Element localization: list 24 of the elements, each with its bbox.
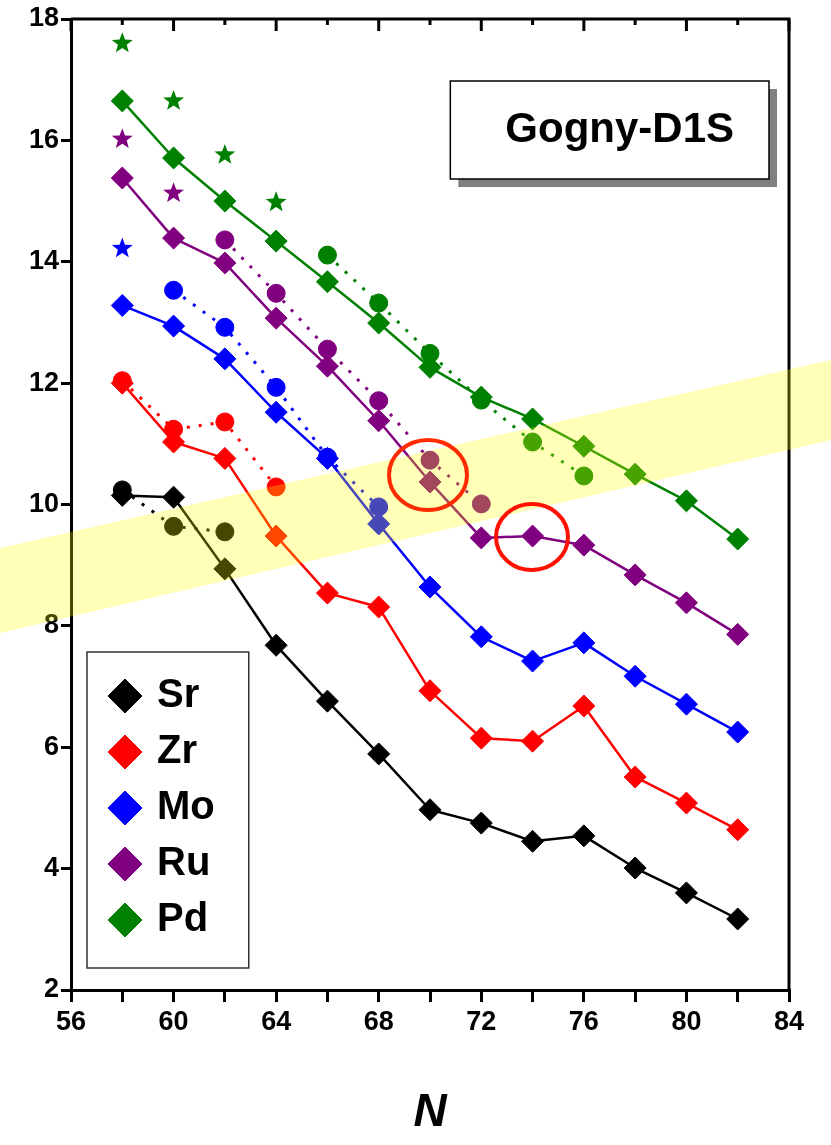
text: Gogny-D1S bbox=[505, 103, 734, 151]
y-tick-label: 2 bbox=[43, 973, 59, 1004]
legend-label: Ru bbox=[157, 839, 211, 884]
y-tick-label: 8 bbox=[43, 609, 59, 640]
x-tick-label: 60 bbox=[158, 1005, 189, 1036]
x-tick-label: 56 bbox=[55, 1005, 87, 1036]
y-tick-label: 12 bbox=[28, 366, 59, 397]
x-tick-label: 76 bbox=[568, 1005, 599, 1036]
x-tick-label: 80 bbox=[671, 1005, 702, 1036]
y-tick-label: 18 bbox=[28, 2, 59, 33]
x-axis-title: N bbox=[413, 1084, 448, 1137]
legend-label: Pd bbox=[157, 895, 209, 940]
legend-label: Sr bbox=[157, 671, 200, 716]
y-tick-label: 10 bbox=[28, 487, 59, 518]
legend-label: Zr bbox=[157, 727, 197, 772]
x-tick-label: 72 bbox=[466, 1005, 497, 1036]
x-tick-label: 64 bbox=[261, 1005, 292, 1036]
y-tick-label: 16 bbox=[28, 123, 59, 154]
x-tick-label: 84 bbox=[773, 1005, 805, 1036]
y-tick-label: 6 bbox=[43, 730, 59, 761]
y-tick-label: 14 bbox=[28, 245, 59, 276]
x-tick-label: 68 bbox=[363, 1005, 394, 1036]
y-tick-label: 4 bbox=[43, 852, 59, 883]
legend-label: Mo bbox=[157, 783, 215, 828]
